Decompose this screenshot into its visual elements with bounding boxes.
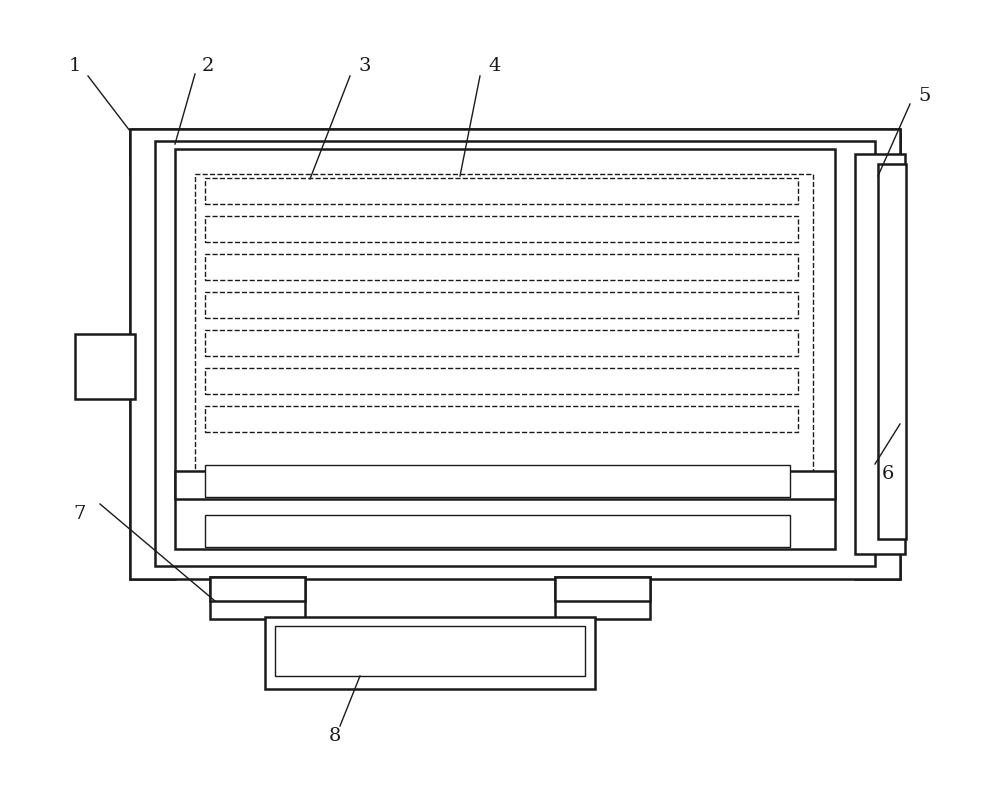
- Bar: [555, 577, 650, 601]
- Bar: [205, 292, 798, 318]
- Text: 6: 6: [882, 465, 894, 483]
- Bar: [75, 334, 135, 399]
- Bar: [175, 471, 835, 499]
- Text: 1: 1: [69, 57, 81, 75]
- Bar: [855, 154, 905, 554]
- Bar: [205, 254, 798, 280]
- Text: 8: 8: [329, 727, 341, 745]
- Bar: [205, 515, 790, 547]
- Bar: [855, 134, 900, 579]
- Bar: [205, 216, 798, 242]
- Bar: [130, 129, 900, 579]
- Bar: [555, 577, 650, 619]
- Bar: [205, 178, 798, 204]
- Bar: [210, 577, 305, 619]
- Text: 4: 4: [489, 57, 501, 75]
- Bar: [205, 406, 798, 432]
- Bar: [175, 149, 835, 549]
- Bar: [155, 141, 875, 566]
- Bar: [195, 174, 813, 474]
- Bar: [210, 577, 305, 601]
- Bar: [205, 368, 798, 394]
- Text: 7: 7: [74, 505, 86, 523]
- Text: 3: 3: [359, 57, 371, 75]
- Bar: [205, 465, 790, 497]
- Bar: [130, 134, 175, 579]
- Bar: [205, 330, 798, 356]
- Text: 2: 2: [202, 57, 214, 75]
- Bar: [275, 626, 585, 676]
- Bar: [130, 129, 900, 174]
- Bar: [878, 164, 906, 539]
- Bar: [265, 617, 595, 689]
- Text: 5: 5: [919, 87, 931, 105]
